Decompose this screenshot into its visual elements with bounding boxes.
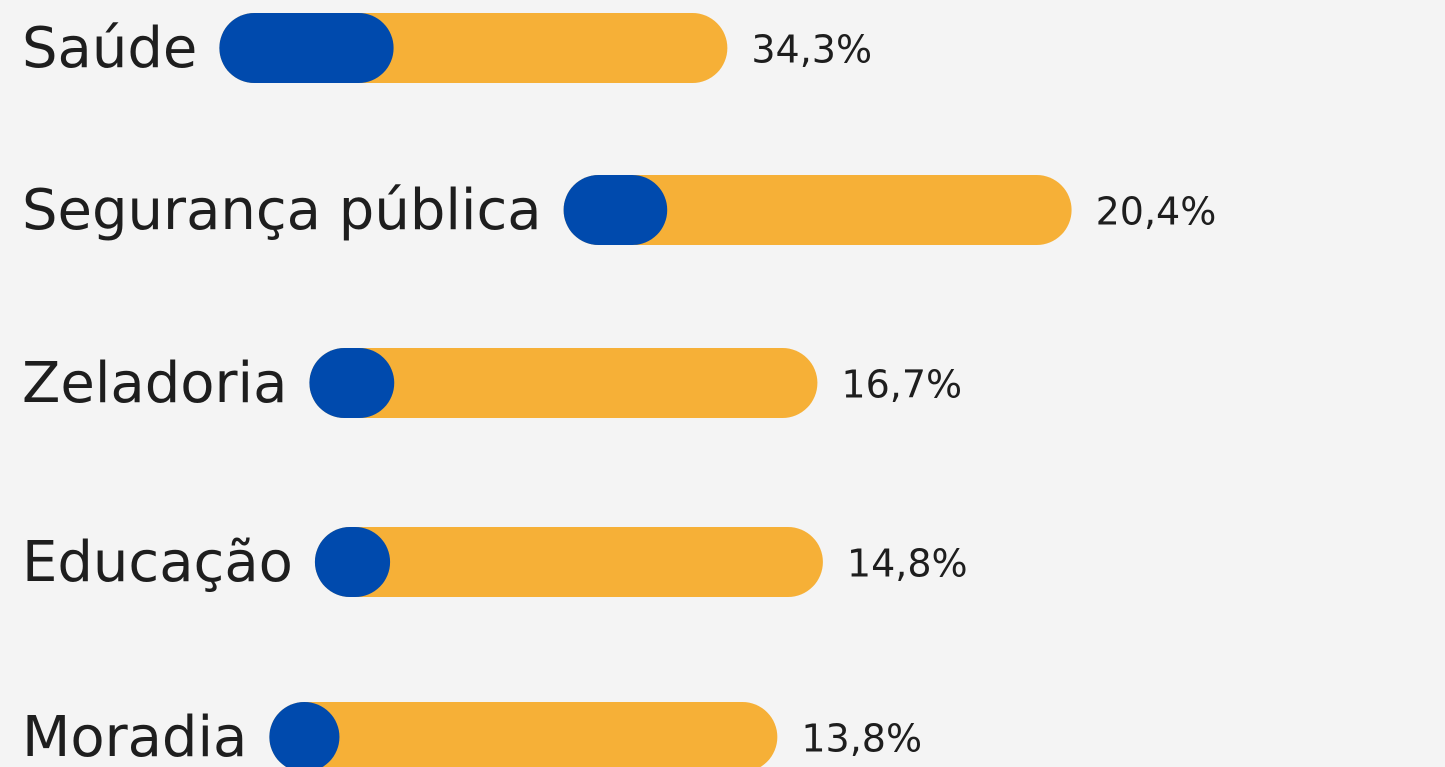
bar bbox=[269, 702, 340, 767]
bar-track bbox=[309, 348, 818, 418]
value-label: 13,8% bbox=[801, 717, 922, 761]
bar bbox=[563, 175, 668, 245]
value-label: 20,4% bbox=[1096, 190, 1217, 234]
category-label: Saúde bbox=[22, 16, 197, 81]
bar bbox=[309, 348, 395, 418]
bar bbox=[219, 13, 394, 83]
category-label: Segurança pública bbox=[22, 178, 542, 243]
category-label: Moradia bbox=[22, 705, 247, 767]
category-label: Educação bbox=[22, 530, 293, 595]
category-label: Zeladoria bbox=[22, 351, 287, 416]
value-label: 14,8% bbox=[847, 542, 968, 586]
bar-track bbox=[563, 175, 1072, 245]
bar-track bbox=[269, 702, 778, 767]
value-label: 16,7% bbox=[841, 363, 962, 407]
value-label: 34,3% bbox=[751, 28, 872, 72]
bar bbox=[314, 527, 391, 597]
bar-track bbox=[314, 527, 823, 597]
